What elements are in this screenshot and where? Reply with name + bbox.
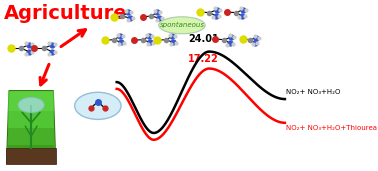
Polygon shape (8, 91, 54, 111)
Text: 24.01: 24.01 (188, 34, 219, 44)
Circle shape (74, 92, 121, 119)
Polygon shape (8, 111, 54, 128)
Text: NO₂+ NO₃+H₂O: NO₂+ NO₃+H₂O (287, 89, 341, 95)
Polygon shape (8, 145, 54, 163)
Circle shape (18, 97, 44, 113)
Polygon shape (6, 91, 56, 163)
Ellipse shape (159, 17, 205, 34)
Text: spontaneous: spontaneous (160, 22, 204, 28)
Text: 17.22: 17.22 (188, 54, 219, 64)
Polygon shape (6, 148, 56, 163)
Polygon shape (8, 128, 54, 145)
Text: NO₂+ NO₃+H₂O+Thiourea: NO₂+ NO₃+H₂O+Thiourea (287, 125, 377, 131)
Text: Agriculture: Agriculture (4, 4, 127, 23)
